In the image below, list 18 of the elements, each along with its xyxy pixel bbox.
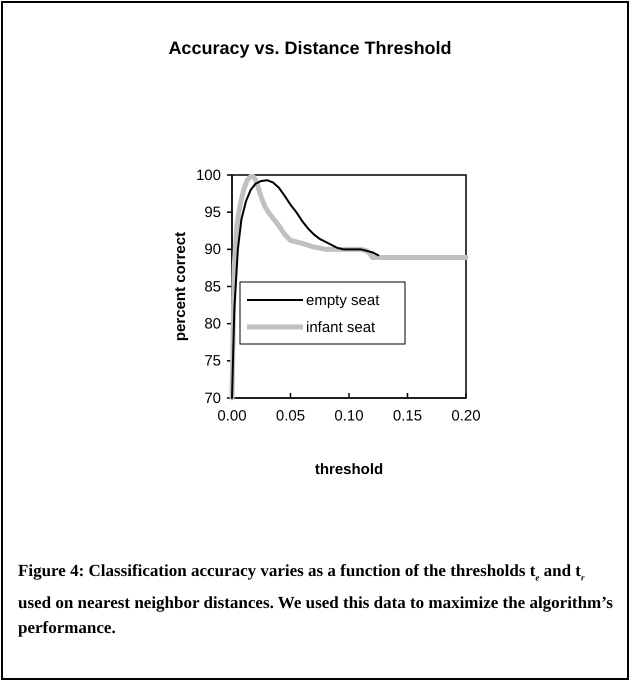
y-tick-label: 90 (204, 241, 221, 258)
legend-label: infant seat (306, 319, 376, 336)
y-tick-label: 75 (204, 352, 221, 370)
x-tick-label: 0.15 (392, 408, 422, 425)
x-tick-label: 0.05 (276, 408, 306, 425)
y-tick-label: 70 (204, 390, 221, 407)
y-tick-label: 80 (204, 315, 221, 332)
text: Figure 4: Classification accuracy varies as a function of the thresholds t$_{e}$ and t$_{r}$ used on nearest neighbor distances. We used this data to maximize the algorithm’s performance. (18, 561, 613, 638)
x-axis-title: threshold (314, 461, 384, 478)
x-tick-label: 0.10 (334, 408, 364, 425)
y-tick-label: 95 (204, 204, 221, 221)
x-tick-label: 0.20 (451, 408, 481, 425)
y-axis-title: percent correct (172, 232, 189, 342)
y-tick-label: 85 (204, 278, 221, 296)
chart-title: Accuracy vs. Distance Threshold (168, 38, 452, 58)
legend-label: empty seat (306, 292, 380, 309)
y-tick-label: 100 (196, 166, 221, 184)
x-tick-label: 0.00 (217, 408, 247, 425)
